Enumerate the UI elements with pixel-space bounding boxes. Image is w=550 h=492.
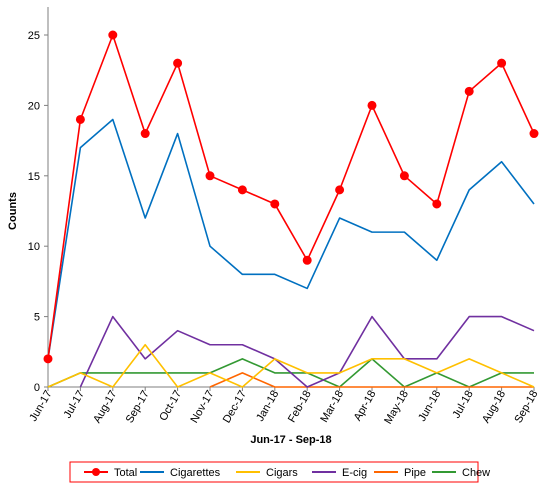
- y-tick-label: 10: [28, 241, 40, 253]
- legend-item-chew: Chew: [432, 467, 490, 479]
- x-tick-label: Aug-17: [91, 389, 119, 426]
- series-group: [43, 30, 539, 388]
- x-tick-label: Jun-18: [416, 389, 443, 424]
- data-point: [432, 199, 442, 209]
- x-tick-label: Jun-17: [27, 389, 54, 424]
- x-tick-label: Sep-18: [512, 389, 540, 426]
- axes: [44, 7, 535, 391]
- legend-item-pipe: Pipe: [374, 467, 426, 479]
- data-point: [140, 129, 150, 139]
- x-tick-label: Feb-18: [286, 389, 314, 425]
- legend-label: Pipe: [404, 467, 426, 479]
- y-tick-label: 15: [28, 171, 40, 183]
- data-point: [270, 199, 280, 209]
- series-line: [209, 372, 534, 388]
- legend-item-cigars: Cigars: [236, 467, 298, 479]
- data-point: [237, 185, 247, 195]
- legend-label: Total: [114, 467, 137, 479]
- legend-item-cigarettes: Cigarettes: [140, 467, 221, 479]
- legend-label: Cigars: [266, 467, 298, 479]
- legend-item-e-cig: E-cig: [312, 467, 367, 479]
- series-pipe: [209, 372, 534, 388]
- data-point: [497, 58, 507, 68]
- x-tick-label: Aug-18: [480, 388, 508, 425]
- series-line: [47, 118, 535, 359]
- data-point: [108, 30, 118, 40]
- data-point: [75, 114, 85, 124]
- data-point: [205, 171, 215, 181]
- series-cigarettes: [47, 118, 535, 359]
- legend: Total Cigarettes Cigars E-cig Pipe Chew: [69, 461, 490, 483]
- x-tick-label: Jan-18: [254, 389, 281, 424]
- x-tick-labels: Jun-17 Jul-17 Aug-17 Sep-17 Oct-17 Nov-17 Dec-…: [27, 388, 540, 426]
- x-tick-label: Apr-18: [352, 389, 379, 424]
- legend-marker: [92, 468, 100, 476]
- series-line: [79, 315, 535, 388]
- data-point: [335, 185, 345, 195]
- x-tick-label: Jul-17: [62, 389, 87, 421]
- x-tick-label: Dec-17: [221, 389, 249, 426]
- legend-label: E-cig: [342, 467, 367, 479]
- x-tick-label: Nov-17: [188, 389, 216, 426]
- y-tick-label: 25: [28, 30, 40, 42]
- series-e-cig: [79, 315, 535, 388]
- series-line: [47, 34, 535, 359]
- x-tick-label: Oct-17: [157, 389, 184, 424]
- data-point: [302, 255, 312, 265]
- series-cigars: [47, 343, 535, 388]
- y-tick-label: 0: [34, 382, 40, 394]
- series-total: [43, 30, 539, 364]
- legend-box: [69, 461, 479, 483]
- data-point: [399, 171, 409, 181]
- x-axis-title: Jun-17 - Sep-18: [250, 434, 331, 446]
- data-point: [367, 100, 377, 110]
- series-line: [47, 343, 535, 388]
- legend-item-total: Total: [84, 467, 137, 479]
- data-point: [529, 129, 539, 139]
- x-tick-label: Mar-18: [318, 389, 346, 425]
- legend-label: Cigarettes: [170, 467, 221, 479]
- legend-label: Chew: [462, 467, 490, 479]
- y-tick-labels: 0 5 10 15 20 25: [28, 30, 40, 394]
- x-tick-label: May-18: [382, 389, 411, 427]
- data-point: [173, 58, 183, 68]
- data-point: [464, 86, 474, 96]
- x-tick-label: Jul-18: [450, 389, 475, 421]
- x-tick-label: Sep-17: [124, 389, 152, 426]
- data-point: [43, 354, 53, 364]
- y-tick-label: 5: [34, 312, 40, 324]
- y-axis-title: Counts: [7, 192, 19, 230]
- y-tick-label: 20: [28, 100, 40, 112]
